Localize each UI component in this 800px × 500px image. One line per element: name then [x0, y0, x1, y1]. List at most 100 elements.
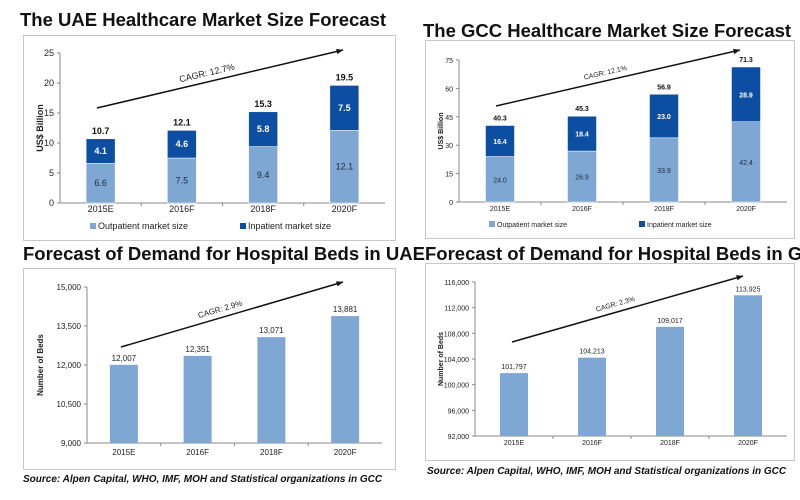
- x-tick-label: 2018F: [660, 440, 680, 447]
- bar-segment-inpatient: [485, 125, 515, 157]
- bar-segment-outpatient: [329, 130, 360, 204]
- bar-value-label: 104,213: [579, 349, 604, 356]
- y-axis-label: US$ Billion: [35, 104, 45, 152]
- x-tick-label: 2016F: [169, 204, 195, 214]
- chart-frame-gcc-beds: [425, 263, 795, 461]
- legend-label: Outpatient market size: [98, 221, 188, 231]
- x-tick-label: 2018F: [250, 204, 276, 214]
- chart-title-uae-market: The UAE Healthcare Market Size Forecast: [20, 9, 387, 30]
- bar-segment-inpatient: [567, 115, 597, 152]
- bar-segment-outpatient: [731, 121, 761, 203]
- y-tick-label: 108,000: [444, 331, 469, 338]
- y-tick-label: 116,000: [444, 280, 469, 287]
- x-tick-label: 2015E: [504, 440, 525, 447]
- bar-value-label: 12,351: [185, 345, 210, 354]
- cagr-arrowhead: [733, 48, 740, 55]
- y-tick-label: 9,000: [61, 439, 82, 448]
- bar-segment-label: 24.0: [493, 177, 507, 184]
- y-tick-label: 45: [445, 115, 453, 122]
- bar-segment-label: 5.8: [257, 124, 270, 134]
- bar: [578, 357, 606, 436]
- x-tick-label: 2015E: [490, 206, 511, 213]
- y-tick-label: 75: [445, 58, 453, 65]
- cagr-label: CAGR: 2.9%: [197, 299, 243, 321]
- bar-total-label: 56.9: [657, 84, 671, 91]
- bar-segment-outpatient: [485, 156, 515, 203]
- x-tick-label: 2016F: [582, 440, 602, 447]
- bar-segment-label: 26.9: [575, 175, 589, 182]
- bar: [734, 295, 762, 436]
- legend-label: Inpatient market size: [248, 221, 331, 231]
- bar-total-label: 15.3: [254, 99, 272, 109]
- x-tick-label: 2020F: [332, 204, 358, 214]
- chart-title-gcc-beds: Forecast of Demand for Hospital Beds in …: [425, 243, 800, 264]
- bar-segment-label: 28.9: [739, 92, 753, 99]
- y-tick-label: 20: [44, 78, 54, 88]
- x-tick-label: 2015E: [112, 448, 135, 457]
- bar-segment-inpatient: [167, 130, 197, 159]
- legend-label: Inpatient market size: [647, 222, 712, 229]
- x-tick-label: 2018F: [260, 448, 283, 457]
- y-tick-label: 100,000: [444, 383, 469, 390]
- bar-segment-label: 9.4: [257, 170, 270, 180]
- y-tick-label: 104,000: [444, 357, 469, 364]
- legend-label: Outpatient market size: [497, 222, 567, 229]
- bar-total-label: 12.1: [173, 117, 191, 127]
- bar-value-label: 109,017: [657, 318, 682, 325]
- bar-segment-label: 42.4: [739, 160, 753, 167]
- y-tick-label: 10,500: [57, 400, 82, 409]
- bar-segment-inpatient: [649, 94, 679, 139]
- bar: [257, 337, 286, 443]
- y-tick-label: 13,500: [57, 322, 82, 331]
- bar-segment-label: 33.9: [657, 168, 671, 175]
- y-tick-label: 0: [449, 200, 453, 207]
- cagr-arrow: [96, 49, 344, 109]
- y-tick-label: 25: [44, 48, 54, 58]
- bar-segment-inpatient: [248, 111, 278, 147]
- bar-value-label: 12,007: [112, 354, 137, 363]
- y-tick-label: 60: [445, 86, 453, 93]
- y-tick-label: 92,000: [448, 434, 470, 441]
- chart-frame-uae-beds: [23, 268, 396, 470]
- cagr-arrow: [120, 281, 344, 348]
- chart-title-uae-beds: Forecast of Demand for Hospital Beds in …: [23, 243, 425, 264]
- legend-swatch-inpatient: [639, 221, 645, 227]
- y-tick-label: 12,000: [57, 361, 82, 370]
- cagr-arrow: [495, 49, 741, 107]
- y-axis-label: Number of Beds: [36, 334, 45, 396]
- bar-segment-label: 4.6: [176, 139, 189, 149]
- y-axis-label: Number of Beds: [438, 332, 445, 386]
- bar-segment-outpatient: [248, 146, 278, 204]
- cagr-arrowhead: [736, 275, 743, 281]
- bar-value-label: 101,797: [501, 364, 526, 371]
- y-tick-label: 30: [445, 143, 453, 150]
- y-tick-label: 15,000: [57, 283, 82, 292]
- y-tick-label: 96,000: [448, 408, 470, 415]
- x-tick-label: 2020F: [738, 440, 758, 447]
- cagr-arrow: [511, 275, 744, 343]
- bar-segment-label: 16.4: [493, 139, 507, 146]
- bar-segment-label: 6.6: [94, 178, 107, 188]
- legend-swatch-outpatient: [489, 221, 495, 227]
- y-tick-label: 5: [49, 168, 54, 178]
- bar-segment-outpatient: [649, 137, 679, 203]
- bar: [183, 355, 212, 443]
- bar-segment-outpatient: [567, 150, 597, 203]
- bar-value-label: 13,071: [259, 326, 284, 335]
- bar-segment-inpatient: [329, 85, 360, 131]
- x-tick-label: 2016F: [572, 206, 592, 213]
- bar-segment-label: 18.4: [575, 132, 589, 139]
- bar: [500, 373, 528, 436]
- chart-frame-uae-market: [23, 35, 396, 241]
- bar-segment-label: 7.5: [338, 103, 351, 113]
- bar-segment-label: 7.5: [176, 176, 189, 186]
- bar-total-label: 40.3: [493, 116, 507, 123]
- y-tick-label: 0: [49, 198, 54, 208]
- bar: [331, 316, 360, 443]
- y-tick-label: 15: [445, 172, 453, 179]
- chart-frame-gcc-market: [425, 40, 795, 239]
- cagr-label: CAGR: 2.3%: [595, 296, 635, 314]
- y-tick-label: 10: [44, 138, 54, 148]
- y-tick-label: 112,000: [444, 306, 469, 313]
